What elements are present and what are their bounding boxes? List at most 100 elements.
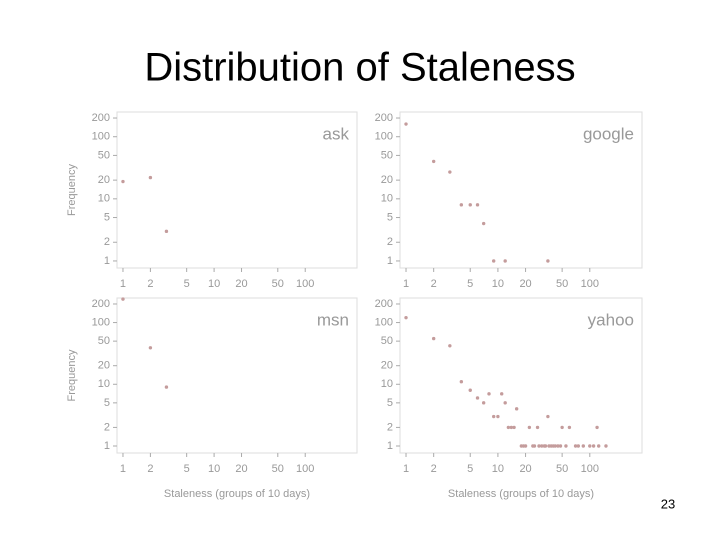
x-tick-label: 100	[581, 278, 599, 290]
y-tick-label: 200	[92, 112, 110, 124]
point	[431, 336, 436, 341]
y-tick-label: 10	[381, 193, 393, 205]
panel-label: yahoo	[588, 310, 634, 329]
point	[475, 396, 480, 400]
y-tick-label: 20	[381, 360, 393, 372]
y-tick-label: 50	[381, 335, 393, 347]
point	[404, 122, 408, 126]
y-tick-label: 2	[104, 421, 110, 433]
point	[540, 444, 544, 448]
y-axis-label: Frequency	[66, 349, 78, 401]
y-tick-label: 100	[375, 316, 393, 328]
point	[121, 179, 125, 184]
point	[523, 444, 528, 448]
point	[567, 425, 572, 430]
x-tick-label: 100	[296, 463, 314, 475]
point	[546, 259, 550, 263]
x-tick-label: 50	[556, 463, 568, 475]
point	[546, 414, 550, 419]
point	[404, 315, 408, 320]
point	[487, 392, 491, 396]
point	[500, 392, 504, 396]
y-tick-label: 200	[375, 112, 393, 124]
x-tick-label: 5	[467, 463, 473, 475]
point	[492, 414, 496, 419]
point	[506, 425, 511, 430]
x-tick-label: 100	[296, 278, 314, 290]
x-tick-label: 1	[120, 278, 126, 290]
point	[576, 444, 581, 448]
x-tick-label: 1	[120, 463, 126, 475]
point	[553, 444, 557, 448]
x-tick-label: 20	[519, 463, 531, 475]
y-tick-label: 50	[98, 335, 110, 347]
x-tick-label: 10	[492, 463, 504, 475]
point	[503, 259, 507, 263]
x-tick-label: 20	[519, 278, 531, 290]
plot-frame	[116, 297, 358, 454]
point	[558, 444, 563, 448]
y-tick-label: 5	[104, 397, 110, 409]
point	[164, 229, 169, 234]
point	[581, 444, 586, 448]
point	[543, 444, 548, 448]
point	[591, 444, 596, 448]
point	[595, 425, 599, 430]
panel-label: ask	[323, 124, 350, 143]
point	[535, 425, 540, 430]
y-tick-label: 1	[387, 440, 393, 452]
y-tick-label: 10	[98, 378, 110, 390]
x-tick-label: 5	[184, 463, 190, 475]
point	[588, 444, 592, 448]
point	[512, 425, 516, 430]
x-tick-label: 50	[272, 463, 284, 475]
point	[121, 297, 125, 301]
y-tick-label: 2	[104, 236, 110, 248]
y-tick-label: 20	[98, 360, 110, 372]
point	[537, 444, 541, 448]
y-axis-label: Frequency	[66, 164, 78, 216]
y-tick-label: 1	[387, 255, 393, 267]
y-tick-label: 2	[387, 236, 393, 248]
point	[573, 444, 578, 448]
y-tick-label: 200	[375, 298, 393, 310]
y-tick-label: 200	[92, 298, 110, 310]
point	[481, 221, 486, 226]
x-tick-label: 5	[184, 278, 190, 290]
x-tick-label: 10	[208, 278, 220, 290]
point	[503, 401, 507, 405]
plot-frame	[399, 297, 643, 454]
x-axis-label: Staleness (groups of 10 days)	[448, 488, 594, 500]
point	[459, 380, 464, 384]
slide-title: Distribution of Staleness	[144, 46, 575, 90]
point	[431, 159, 436, 164]
y-tick-label: 100	[92, 316, 110, 328]
y-tick-label: 50	[381, 149, 393, 161]
panel-label: google	[583, 124, 634, 143]
point	[532, 444, 537, 448]
point	[459, 203, 464, 207]
point	[527, 425, 532, 430]
y-tick-label: 5	[104, 211, 110, 223]
y-tick-label: 20	[98, 174, 110, 186]
point	[468, 388, 472, 392]
point	[448, 170, 452, 174]
point	[496, 414, 500, 419]
x-tick-label: 50	[556, 278, 568, 290]
y-tick-label: 1	[104, 255, 110, 267]
point	[560, 425, 564, 430]
x-tick-label: 10	[492, 278, 504, 290]
x-axis-label: Staleness (groups of 10 days)	[164, 488, 310, 500]
point	[556, 444, 560, 448]
point	[475, 203, 480, 207]
y-tick-label: 2	[387, 421, 393, 433]
y-tick-label: 10	[381, 378, 393, 390]
x-tick-label: 50	[272, 278, 284, 290]
point	[596, 444, 601, 448]
x-tick-label: 20	[235, 278, 247, 290]
point	[148, 175, 153, 180]
y-tick-label: 100	[375, 131, 393, 143]
x-tick-label: 2	[431, 278, 437, 290]
